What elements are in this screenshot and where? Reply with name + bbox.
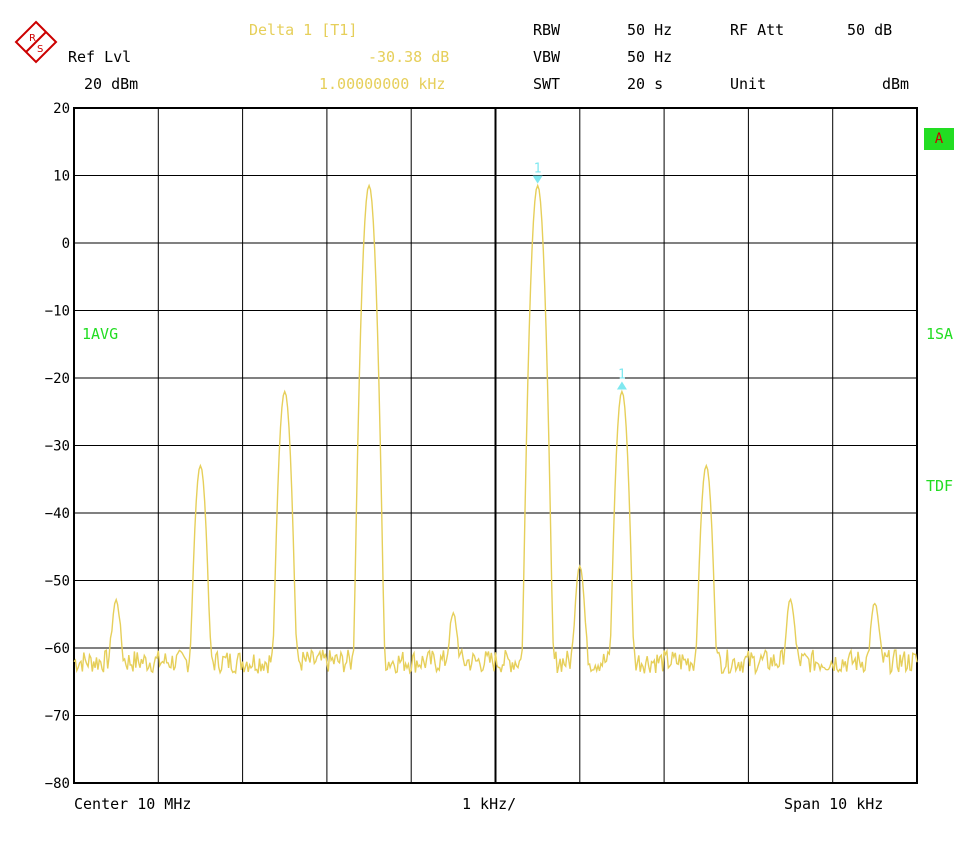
y-tick-label: −50 — [45, 574, 70, 590]
tdf-label: TDF — [926, 477, 954, 495]
marker-label: 1 — [618, 368, 626, 383]
y-tick-label: 10 — [53, 169, 70, 185]
swt-label: SWT — [533, 75, 561, 93]
marker-level: -30.38 dB — [368, 48, 450, 66]
y-tick-label: −60 — [45, 641, 70, 657]
unit-value: dBm — [882, 75, 910, 93]
svg-text:R: R — [29, 33, 36, 44]
rohde-schwarz-logo-icon: R S — [14, 20, 58, 64]
y-tick-label: −10 — [45, 304, 70, 320]
y-tick-label: 0 — [62, 236, 70, 252]
marker-label: 1 — [534, 162, 542, 177]
rbw-label: RBW — [533, 21, 561, 39]
vbw-value: 50 Hz — [627, 48, 673, 66]
plot-grid — [73, 107, 918, 784]
svg-text:S: S — [37, 44, 43, 55]
y-tick-label: −20 — [45, 371, 70, 387]
span-frequency: Span 10 kHz — [784, 795, 884, 813]
spectrum-trace — [73, 183, 918, 676]
y-tick-label: −80 — [45, 776, 70, 792]
rf-att-label: RF Att — [730, 21, 785, 39]
plot-frame — [73, 107, 918, 784]
swt-value: 20 s — [627, 75, 664, 93]
marker-arrow — [532, 175, 543, 184]
y-tick-label: −30 — [45, 439, 70, 455]
ref-level-label: Ref Lvl — [68, 48, 132, 66]
marker-frequency: 1.00000000 kHz — [319, 75, 446, 93]
y-tick-label: 20 — [53, 101, 70, 117]
marker-arrow — [616, 381, 627, 390]
center-frequency: Center 10 MHz — [74, 795, 192, 813]
vbw-label: VBW — [533, 48, 561, 66]
y-tick-label: −40 — [45, 506, 70, 522]
ref-level-value: 20 dBm — [84, 75, 139, 93]
rbw-value: 50 Hz — [627, 21, 673, 39]
unit-label: Unit — [730, 75, 767, 93]
trace-mode-label: 1AVG — [82, 325, 119, 343]
marker-title: Delta 1 [T1] — [249, 21, 358, 39]
rf-att-value: 50 dB — [847, 21, 893, 39]
y-tick-label: −70 — [45, 709, 70, 725]
trace-a-badge: A — [924, 128, 954, 150]
marker-layer: 11 — [532, 162, 627, 390]
detector-label: 1SA — [926, 325, 954, 343]
frequency-per-division: 1 kHz/ — [462, 795, 517, 813]
y-tick-labels: 20 10 0 −10 −20 −30 −40 −50 −60 −70 −80 — [45, 101, 70, 792]
